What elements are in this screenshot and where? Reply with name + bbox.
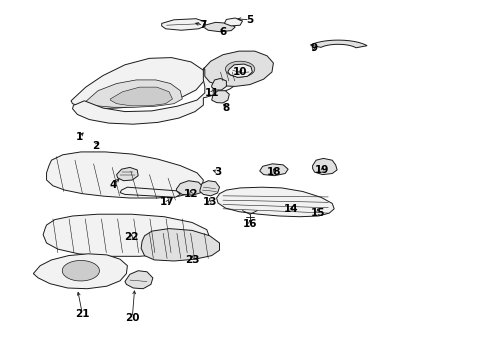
Polygon shape (225, 61, 255, 77)
Text: 8: 8 (223, 103, 230, 113)
Text: 1: 1 (76, 132, 83, 142)
Text: 12: 12 (184, 189, 198, 199)
Text: 19: 19 (315, 165, 330, 175)
Polygon shape (43, 214, 210, 256)
Polygon shape (212, 78, 226, 90)
Text: 21: 21 (75, 309, 90, 319)
Polygon shape (205, 22, 235, 32)
Text: 17: 17 (160, 197, 175, 207)
Text: 15: 15 (311, 208, 326, 218)
Polygon shape (176, 181, 203, 195)
Polygon shape (47, 152, 203, 198)
Polygon shape (313, 158, 337, 175)
Polygon shape (86, 80, 182, 107)
Polygon shape (310, 40, 367, 48)
Text: 20: 20 (125, 312, 140, 323)
Polygon shape (212, 91, 229, 103)
Text: 22: 22 (124, 232, 139, 242)
Polygon shape (224, 18, 243, 26)
Polygon shape (228, 64, 252, 77)
Text: 10: 10 (233, 67, 247, 77)
Text: 4: 4 (109, 180, 117, 190)
Polygon shape (62, 261, 99, 281)
Text: 13: 13 (202, 197, 217, 207)
Polygon shape (117, 167, 138, 181)
Text: 16: 16 (243, 219, 257, 229)
Text: 5: 5 (246, 15, 253, 25)
Polygon shape (203, 51, 273, 86)
Polygon shape (71, 58, 205, 109)
Text: 7: 7 (199, 20, 207, 30)
Text: 9: 9 (310, 42, 317, 53)
Polygon shape (73, 65, 243, 124)
Text: 3: 3 (215, 167, 221, 177)
Polygon shape (120, 187, 180, 197)
Polygon shape (125, 271, 153, 289)
Polygon shape (141, 229, 220, 261)
Text: 11: 11 (204, 88, 219, 98)
Text: 14: 14 (284, 204, 299, 214)
Text: 2: 2 (92, 141, 99, 151)
Polygon shape (162, 19, 206, 30)
Polygon shape (260, 164, 288, 176)
Polygon shape (110, 87, 172, 106)
Text: 6: 6 (220, 27, 226, 37)
Text: 23: 23 (185, 255, 199, 265)
Polygon shape (200, 181, 220, 196)
Polygon shape (217, 187, 334, 217)
Text: 18: 18 (267, 167, 282, 177)
Polygon shape (33, 254, 127, 289)
